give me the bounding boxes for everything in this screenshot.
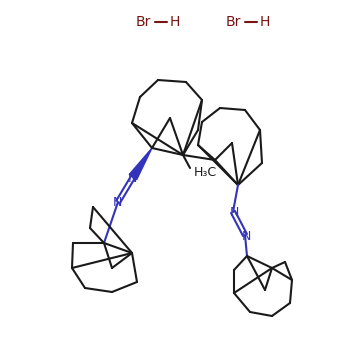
Text: Br: Br bbox=[225, 15, 241, 29]
Polygon shape bbox=[129, 148, 152, 180]
Text: H₃C: H₃C bbox=[194, 166, 217, 178]
Text: N: N bbox=[112, 196, 122, 210]
Text: N: N bbox=[229, 206, 239, 219]
Text: H: H bbox=[170, 15, 180, 29]
Text: N: N bbox=[241, 230, 251, 243]
Text: Br: Br bbox=[135, 15, 151, 29]
Text: H: H bbox=[260, 15, 270, 29]
Text: N: N bbox=[127, 172, 137, 184]
